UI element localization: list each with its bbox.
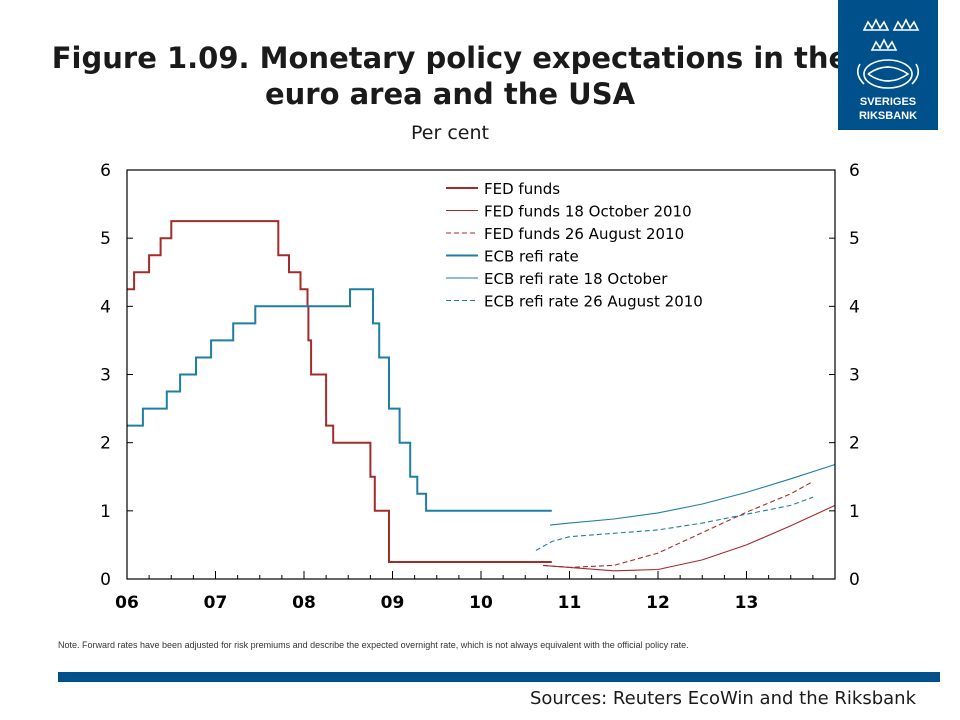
y-tick-label-left: 2 <box>100 434 111 454</box>
y-tick-label-right: 4 <box>849 297 860 317</box>
legend-label: ECB refi rate 18 October <box>484 270 668 288</box>
series-line-1 <box>127 220 552 563</box>
x-tick-label: 09 <box>381 593 405 613</box>
legend-label: FED funds 26 August 2010 <box>484 225 684 243</box>
crown-emblem-icon <box>856 18 920 89</box>
series-line-3 <box>542 481 814 568</box>
series-line-4 <box>127 288 552 512</box>
page-subtitle: Per cent <box>411 122 489 144</box>
y-tick-label-right: 3 <box>849 366 860 386</box>
y-tick-label-left: 4 <box>100 297 111 317</box>
y-tick-label-left: 1 <box>100 502 111 522</box>
legend-label: ECB refi rate 26 August 2010 <box>484 293 703 311</box>
y-tick-label-right: 1 <box>849 502 860 522</box>
series-line-6 <box>535 496 814 551</box>
footer-bar <box>58 672 940 682</box>
x-tick-label: 11 <box>558 593 582 613</box>
y-tick-label-left: 6 <box>100 161 111 181</box>
y-tick-label-right: 5 <box>849 229 860 249</box>
y-tick-label-left: 0 <box>100 570 111 590</box>
series-line-5 <box>549 463 836 526</box>
x-tick-label: 10 <box>469 593 493 613</box>
logo-line-2: RIKSBANK <box>858 110 918 122</box>
riksbank-logo: SVERIGES RIKSBANK <box>838 0 938 130</box>
legend-label: ECB refi rate <box>484 248 579 266</box>
x-tick-label: 12 <box>646 593 670 613</box>
y-tick-label-left: 3 <box>100 366 111 386</box>
y-tick-label-left: 5 <box>100 229 111 249</box>
logo-line-1: SVERIGES <box>859 96 917 108</box>
y-tick-label-right: 2 <box>849 434 860 454</box>
legend-label: FED funds <box>484 180 560 198</box>
x-tick-label: 07 <box>204 593 228 613</box>
series-line-2 <box>542 504 836 572</box>
x-tick-label: 13 <box>735 593 759 613</box>
page-title: Figure 1.09. Monetary policy expectation… <box>51 41 849 111</box>
y-tick-label-right: 0 <box>849 570 860 590</box>
footnote: Note. Forward rates have been adjusted f… <box>58 640 689 650</box>
x-tick-label: 08 <box>292 593 316 613</box>
sources-text: Sources: Reuters EcoWin and the Riksbank <box>529 688 916 709</box>
plot-area <box>126 169 836 580</box>
y-tick-label-right: 6 <box>849 161 860 181</box>
legend-label: FED funds 18 October 2010 <box>484 203 692 221</box>
x-tick-label: 06 <box>115 593 139 613</box>
